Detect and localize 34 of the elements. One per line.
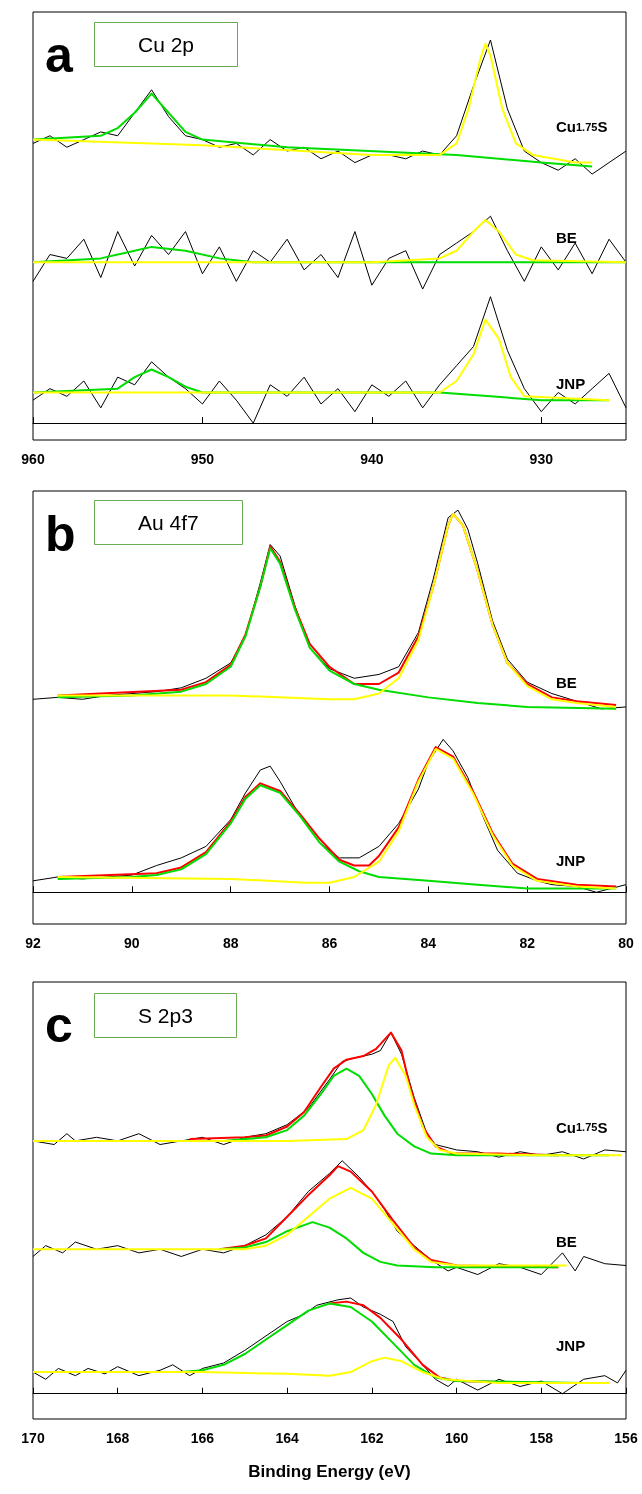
x-tick-label: 86 [321,935,338,951]
x-tick-label: 156 [614,1430,638,1446]
annotation: c [45,997,73,1053]
annotation: b [45,506,76,562]
series-label: BE [556,673,577,691]
x-tick-label: 90 [124,935,140,951]
x-tick-label: 170 [21,1430,45,1446]
x-tick-label: 940 [360,451,384,467]
series-label: Cu1.75S [556,118,608,136]
x-tick-label: 84 [420,935,437,951]
series-label: JNP [556,851,586,869]
x-tick-label: 960 [21,451,45,467]
annotation: a [45,27,74,83]
series-label: BE [556,229,577,247]
x-axis-title: Binding Energy (eV) [248,1462,411,1481]
series-label: JNP [556,374,586,392]
x-tick-label: 168 [106,1430,130,1446]
chart-title: S 2p3 [138,1004,193,1027]
x-tick-label: 950 [190,451,215,467]
x-tick-label: 92 [25,935,41,951]
series-label: Cu1.75S [556,1118,608,1136]
x-tick-label: 930 [529,451,554,467]
chart-title: Au 4f7 [138,511,199,534]
x-tick-label: 82 [519,935,536,951]
x-tick-label: 80 [618,935,634,951]
x-tick-label: 158 [529,1430,554,1446]
x-tick-label: 166 [190,1430,215,1446]
x-tick-label: 164 [275,1430,300,1446]
x-tick-label: 160 [444,1430,469,1446]
series-label: JNP [556,1337,586,1355]
x-tick-label: 88 [222,935,239,951]
chart-title: Cu 2p [138,33,195,56]
x-tick-label: 162 [360,1430,384,1446]
series-label: BE [556,1232,577,1250]
